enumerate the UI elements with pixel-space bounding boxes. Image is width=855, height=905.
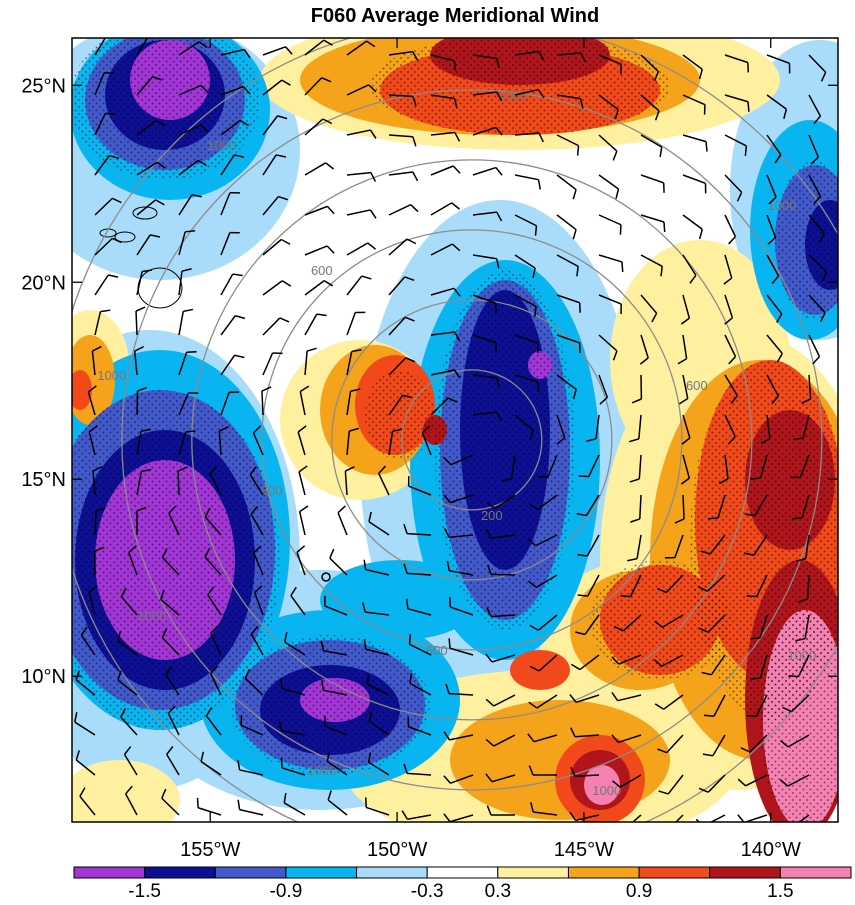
- barb-flag: [410, 634, 411, 644]
- barb-flag: [449, 638, 450, 648]
- barb-flag: [704, 715, 714, 716]
- barb-flag: [751, 478, 761, 479]
- barb-flag: [622, 262, 623, 272]
- colorbar-tick-label: -0.3: [411, 881, 444, 900]
- chart-title: F060 Average Meridional Wind: [311, 5, 599, 27]
- barb-staff: [262, 391, 263, 415]
- y-tick-label: 15°N: [21, 469, 66, 491]
- barb-flag: [706, 142, 707, 152]
- barb-flag: [750, 678, 760, 679]
- colorbar-swatch: [145, 867, 216, 878]
- range-ring-label: 1000: [787, 648, 816, 663]
- barb-flag: [149, 35, 159, 37]
- range-ring-label: 1000: [767, 198, 796, 213]
- barb-staff: [178, 471, 179, 495]
- colorbar-tick-label: -1.5: [128, 881, 161, 900]
- range-ring-label: 200: [481, 508, 503, 523]
- y-tick-label: 10°N: [21, 666, 66, 688]
- barb-flag: [708, 518, 718, 519]
- colorbar-swatch: [427, 867, 498, 878]
- y-tick-label: 20°N: [21, 272, 66, 294]
- barb-flag: [748, 62, 749, 72]
- barb-flag: [538, 382, 539, 392]
- barb-flag: [281, 679, 282, 689]
- x-tick-label: 150°W: [367, 839, 427, 861]
- colorbar-swatch: [568, 867, 639, 878]
- barb-flag: [746, 716, 756, 717]
- barb-flag: [407, 599, 408, 609]
- colorbar-swatch: [357, 867, 428, 878]
- barb-flag: [788, 676, 798, 677]
- barb-flag: [107, 34, 117, 36]
- barb-flag: [750, 638, 760, 639]
- barb-flag: [105, 113, 115, 114]
- barb-flag: [747, 596, 757, 597]
- x-tick-label: 140°W: [741, 839, 801, 861]
- barb-staff: [136, 311, 137, 335]
- barb-flag: [368, 674, 369, 684]
- barb-flag: [657, 828, 666, 832]
- significance-stippling: [365, 370, 435, 460]
- significance-stippling: [230, 635, 430, 775]
- colorbar-tick-label: -0.9: [270, 881, 303, 900]
- barb-flag: [614, 826, 623, 831]
- barb-flag: [745, 146, 746, 156]
- field-blob: [60, 760, 180, 840]
- colorbar-tick-label: 1.5: [767, 881, 793, 900]
- significance-stippling: [775, 160, 855, 320]
- colorbar-swatch: [639, 867, 710, 878]
- x-tick-label: 145°W: [554, 839, 614, 861]
- significance-stippling: [70, 20, 260, 180]
- colorbar-swatch: [710, 867, 781, 878]
- barb-flag: [621, 596, 631, 597]
- range-ring-label: 600: [311, 263, 333, 278]
- significance-stippling: [760, 610, 850, 830]
- colorbar-swatch: [286, 867, 357, 878]
- colorbar: -1.5 -0.9 -0.3 0.3 0.9 1.5: [74, 867, 851, 900]
- range-ring-label: 1000: [137, 608, 166, 623]
- colorbar-swatch: [74, 867, 145, 878]
- significance-stippling: [370, 35, 670, 135]
- barb-staff: [491, 574, 515, 575]
- barb-flag: [748, 102, 749, 112]
- colorbar-swatch: [780, 867, 851, 878]
- colorbar-swatch: [215, 867, 286, 878]
- y-tick-label: 25°N: [21, 75, 66, 97]
- x-tick-label: 155°W: [180, 839, 240, 861]
- range-ring-label: 600: [686, 378, 708, 393]
- barb-flag: [664, 222, 665, 232]
- barb-flag: [536, 226, 537, 236]
- barb-staff: [683, 495, 684, 519]
- barb-flag: [579, 476, 589, 477]
- barb-staff: [95, 511, 96, 535]
- barb-flag: [781, 824, 789, 829]
- range-ring-label: 600: [426, 643, 448, 658]
- range-ring-label: 1000: [97, 368, 126, 383]
- barb-flag: [578, 146, 579, 156]
- range-ring-label: 1000: [207, 138, 236, 153]
- barb-flag: [281, 758, 282, 768]
- colorbar-swatch: [498, 867, 569, 878]
- colorbar-tick-label: 0.3: [485, 881, 511, 900]
- significance-stippling: [590, 560, 730, 680]
- range-ring-label: 600: [261, 483, 283, 498]
- barb-flag: [186, 431, 196, 432]
- barb-flag: [792, 518, 802, 519]
- colorbar-tick-label: 0.9: [626, 881, 652, 900]
- barb-flag: [197, 798, 198, 808]
